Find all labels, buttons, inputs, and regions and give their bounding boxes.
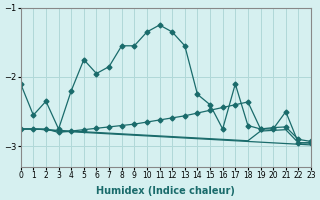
X-axis label: Humidex (Indice chaleur): Humidex (Indice chaleur) bbox=[96, 186, 235, 196]
